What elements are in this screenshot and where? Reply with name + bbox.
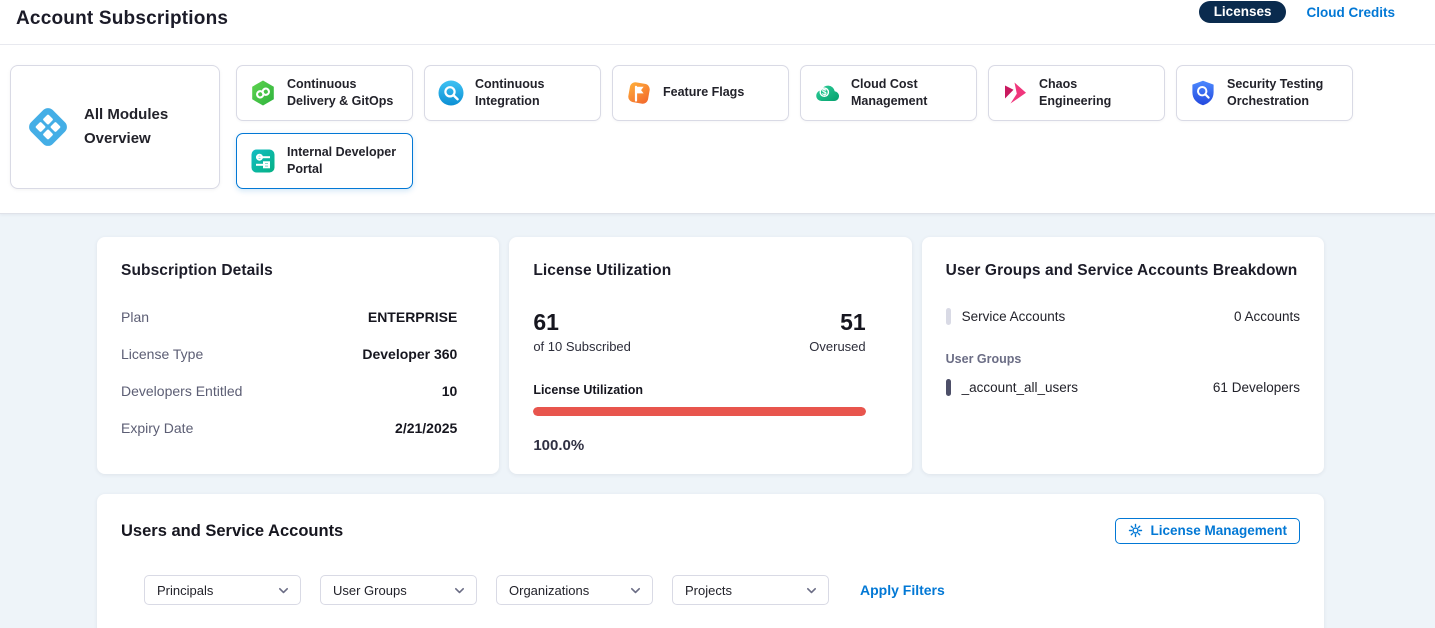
apply-filters-link[interactable]: Apply Filters bbox=[860, 582, 945, 598]
used-caption: of 10 Subscribed bbox=[533, 339, 631, 354]
license-management-button[interactable]: License Management bbox=[1115, 518, 1300, 544]
chaos-icon bbox=[1001, 79, 1029, 107]
gear-icon bbox=[1128, 523, 1143, 538]
chevron-down-icon bbox=[277, 584, 290, 597]
license-utilization-body: 61 of 10 Subscribed 51 Overused License … bbox=[533, 310, 866, 454]
row-value: Developer 360 bbox=[362, 346, 458, 362]
subscription-row-expiry-date: Expiry Date 2/21/2025 bbox=[121, 420, 457, 436]
module-card-internal-developer-portal[interactable]: Internal Developer Portal bbox=[236, 133, 413, 189]
user-group-row: _account_all_users 61 Developers bbox=[945, 379, 1300, 396]
service-accounts-row: Service Accounts 0 Accounts bbox=[945, 308, 1300, 325]
select-value: Principals bbox=[157, 582, 214, 598]
cloud-cost-icon: $ bbox=[813, 79, 841, 107]
license-utilization-title: License Utilization bbox=[533, 262, 672, 279]
breakdown-title: User Groups and Service Accounts Breakdo… bbox=[945, 262, 1298, 279]
row-value: 10 bbox=[441, 383, 458, 399]
subscription-row-plan: Plan ENTERPRISE bbox=[121, 309, 457, 325]
all-modules-overview-label: All Modules Overview bbox=[84, 106, 169, 147]
organizations-select[interactable]: Organizations bbox=[496, 575, 653, 605]
overused-caption: Overused bbox=[809, 339, 866, 354]
modules-area: All Modules Overview Continuous Delivery bbox=[0, 45, 1435, 213]
module-cards: Continuous Delivery & GitOps Continuous … bbox=[236, 65, 1368, 189]
subscription-row-license-type: License Type Developer 360 bbox=[121, 346, 457, 362]
module-label: Continuous Delivery & GitOps bbox=[287, 76, 394, 109]
overused-licenses-block: 51 Overused bbox=[809, 310, 865, 354]
feature-flags-icon bbox=[625, 79, 653, 107]
module-label: Security Testing Orchestration bbox=[1227, 76, 1324, 109]
select-value: Organizations bbox=[509, 582, 590, 598]
users-section-title: Users and Service Accounts bbox=[121, 521, 344, 540]
module-card-continuous-integration[interactable]: Continuous Integration bbox=[424, 65, 601, 121]
sto-icon bbox=[1189, 79, 1217, 107]
select-value: User Groups bbox=[333, 582, 407, 598]
projects-select[interactable]: Projects bbox=[672, 575, 829, 605]
user-groups-heading: User Groups bbox=[945, 352, 1022, 366]
chevron-down-icon bbox=[629, 584, 642, 597]
summary-cards-row: Subscription Details Plan ENTERPRISE Lic… bbox=[97, 237, 1324, 474]
all-modules-overview-card[interactable]: All Modules Overview bbox=[10, 65, 220, 189]
cd-gitops-icon bbox=[249, 79, 277, 107]
row-label: License Type bbox=[121, 346, 204, 362]
module-label: Chaos Engineering bbox=[1039, 76, 1112, 109]
chevron-down-icon bbox=[453, 584, 466, 597]
page-title: Account Subscriptions bbox=[16, 8, 229, 29]
filters-row: Principals User Groups Organizations Pro… bbox=[144, 575, 1300, 605]
select-value: Projects bbox=[685, 582, 732, 598]
user-group-value: 61 Developers bbox=[1212, 380, 1300, 395]
idp-icon bbox=[249, 147, 277, 175]
license-utilization-card: License Utilization 61 of 10 Subscribed … bbox=[509, 237, 912, 474]
utilization-bar-label: License Utilization bbox=[533, 383, 644, 397]
used-licenses-block: 61 of 10 Subscribed bbox=[533, 310, 631, 354]
utilization-bar-track bbox=[533, 407, 866, 416]
module-card-continuous-delivery[interactable]: Continuous Delivery & GitOps bbox=[236, 65, 413, 121]
used-count: 61 bbox=[533, 309, 559, 335]
svg-text:$: $ bbox=[822, 88, 827, 97]
module-card-cloud-cost[interactable]: $ Cloud Cost Management bbox=[800, 65, 977, 121]
service-accounts-label: Service Accounts bbox=[961, 309, 1066, 324]
service-accounts-value: 0 Accounts bbox=[1233, 309, 1300, 324]
subscription-row-developers-entitled: Developers Entitled 10 bbox=[121, 383, 457, 399]
subscription-rows: Plan ENTERPRISE License Type Developer 3… bbox=[121, 309, 457, 436]
top-panel: Account Subscriptions Licenses Cloud Cre… bbox=[0, 0, 1435, 214]
tab-licenses[interactable]: Licenses bbox=[1198, 1, 1287, 23]
module-label: Cloud Cost Management bbox=[851, 76, 928, 109]
module-label: Feature Flags bbox=[663, 85, 745, 100]
row-value: ENTERPRISE bbox=[367, 309, 458, 325]
row-value: 2/21/2025 bbox=[395, 420, 458, 436]
breakdown-card: User Groups and Service Accounts Breakdo… bbox=[921, 237, 1324, 474]
all-modules-icon bbox=[25, 104, 71, 150]
subscription-details-card: Subscription Details Plan ENTERPRISE Lic… bbox=[97, 237, 500, 474]
license-management-label: License Management bbox=[1150, 523, 1287, 538]
module-card-chaos-engineering[interactable]: Chaos Engineering bbox=[988, 65, 1165, 121]
principals-select[interactable]: Principals bbox=[144, 575, 301, 605]
user-groups-select[interactable]: User Groups bbox=[320, 575, 477, 605]
ci-icon bbox=[437, 79, 465, 107]
service-accounts-marker bbox=[945, 308, 951, 325]
module-label: Continuous Integration bbox=[475, 76, 545, 109]
tab-cloud-credits[interactable]: Cloud Credits bbox=[1306, 4, 1395, 20]
chevron-down-icon bbox=[805, 584, 818, 597]
user-group-marker bbox=[945, 379, 951, 396]
overused-count: 51 bbox=[840, 309, 866, 335]
page-header: Account Subscriptions Licenses Cloud Cre… bbox=[0, 0, 1435, 45]
header-tabs: Licenses Cloud Credits bbox=[1198, 0, 1395, 24]
module-card-security-testing[interactable]: Security Testing Orchestration bbox=[1176, 65, 1353, 121]
row-label: Plan bbox=[121, 309, 150, 325]
row-label: Expiry Date bbox=[121, 420, 194, 436]
subscription-details-title: Subscription Details bbox=[121, 262, 273, 279]
module-label: Internal Developer Portal bbox=[287, 144, 397, 177]
user-group-label: _account_all_users bbox=[961, 380, 1078, 395]
users-and-service-accounts-card: Users and Service Accounts License Manag… bbox=[97, 494, 1324, 628]
row-label: Developers Entitled bbox=[121, 383, 243, 399]
license-utilization-bar-fill bbox=[533, 407, 866, 416]
utilization-percent: 100.0% bbox=[533, 437, 585, 454]
module-card-feature-flags[interactable]: Feature Flags bbox=[612, 65, 789, 121]
